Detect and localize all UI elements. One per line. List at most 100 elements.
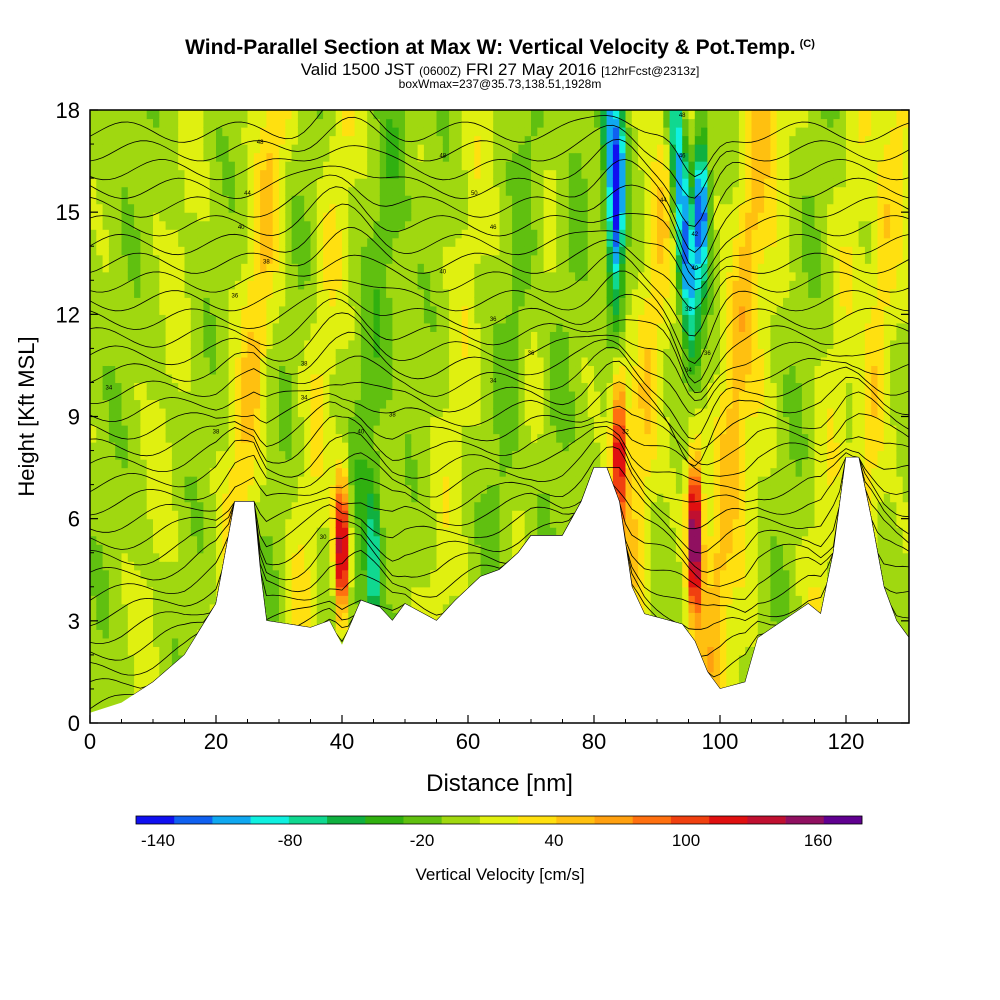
velocity-cell [323,118,330,128]
velocity-cell [146,322,154,332]
velocity-cell [310,365,318,375]
velocity-cell [430,229,438,239]
velocity-cell [310,459,318,469]
velocity-cell [417,280,425,290]
velocity-cell [323,237,330,247]
velocity-cell [436,263,444,273]
velocity-cell [405,356,412,367]
velocity-cell [392,195,400,205]
velocity-cell [190,254,198,264]
velocity-cell [102,246,110,256]
velocity-cell [297,459,305,469]
velocity-cell [512,450,519,460]
velocity-cell [127,569,135,579]
velocity-cell [216,331,223,341]
velocity-cell [279,212,286,222]
velocity-cell [190,144,198,154]
velocity-cell [518,110,526,120]
velocity-cell [480,288,488,298]
velocity-cell [373,237,381,247]
velocity-cell [102,314,110,324]
velocity-cell [398,433,406,443]
velocity-cell [134,356,141,367]
velocity-cell [486,271,494,281]
velocity-cell [184,510,192,520]
velocity-cell [260,425,267,435]
velocity-cell [304,501,312,511]
velocity-cell [165,390,173,401]
velocity-cell [468,484,475,494]
velocity-cell [335,407,343,418]
velocity-cell [323,152,330,162]
velocity-cell [411,144,419,154]
velocity-cell [216,144,223,154]
velocity-cell [512,110,519,120]
velocity-cell [266,382,274,392]
velocity-cell [323,365,330,375]
velocity-cell [455,578,463,588]
velocity-cell [323,569,330,579]
velocity-cell [518,493,526,503]
velocity-cell [247,203,255,213]
velocity-cell [272,339,280,349]
velocity-cell [153,339,160,349]
velocity-cell [297,152,305,162]
velocity-cell [190,493,198,503]
velocity-cell [279,254,286,264]
velocity-cell [115,229,123,239]
velocity-cell [348,552,356,562]
velocity-cell [354,373,362,384]
velocity-cell [423,527,431,537]
velocity-cell [411,195,419,205]
velocity-cell [342,578,349,588]
velocity-cell [96,271,104,281]
velocity-cell [480,220,488,230]
velocity-cell [127,433,135,443]
velocity-cell [108,254,116,264]
velocity-cell [90,433,97,443]
velocity-cell [329,254,337,264]
velocity-cell [127,348,135,358]
velocity-cell [222,314,230,324]
velocity-cell [121,595,129,605]
velocity-cell [159,603,167,613]
velocity-cell [216,263,223,273]
velocity-cell [411,152,419,162]
velocity-cell [285,144,293,154]
velocity-cell [455,348,463,358]
velocity-cell [197,399,204,409]
velocity-cell [417,246,425,256]
velocity-cell [272,425,280,435]
velocity-cell [386,518,393,528]
velocity-cell [342,527,349,537]
velocity-cell [316,280,324,290]
velocity-cell [348,314,356,324]
velocity-cell [411,484,419,494]
velocity-cell [304,169,312,179]
velocity-cell [165,271,173,281]
velocity-cell [335,433,343,443]
velocity-cell [486,195,494,205]
velocity-cell [398,254,406,264]
velocity-cell [228,382,236,392]
velocity-cell [486,382,494,392]
velocity-cell [468,365,475,375]
velocity-cell [146,110,154,120]
velocity-cell [430,518,438,528]
velocity-cell [436,544,444,554]
velocity-cell [216,314,223,324]
velocity-cell [159,271,167,281]
velocity-cell [222,152,230,162]
velocity-cell [146,442,154,452]
velocity-cell [134,442,141,452]
velocity-cell [405,288,412,298]
velocity-cell [505,246,513,256]
velocity-cell [474,220,482,230]
velocity-cell [392,442,400,452]
velocity-cell [499,186,507,196]
velocity-cell [455,203,463,213]
velocity-cell [455,535,463,545]
velocity-cell [455,586,463,596]
velocity-cell [304,288,312,298]
velocity-cell [222,518,230,528]
